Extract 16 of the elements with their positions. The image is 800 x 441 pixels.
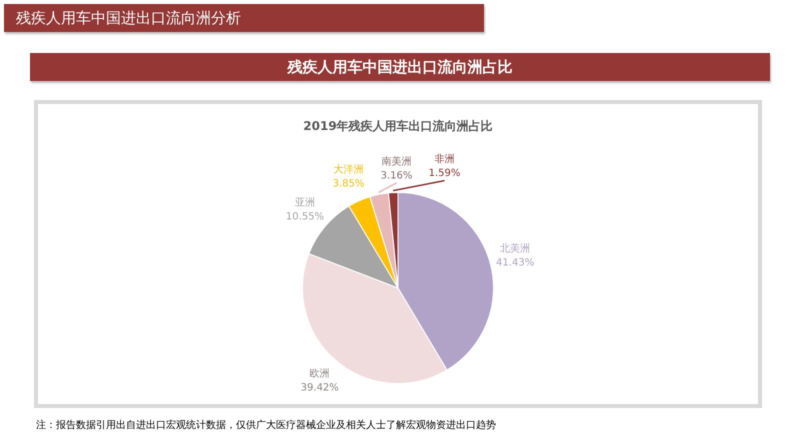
slice-label: 南美洲	[382, 155, 412, 168]
data-label: 39.42%	[300, 382, 339, 394]
text: 注：报告数据引用出自进出口宏观统计数据，仅供广大医疗器械企业及相关人士了解宏观物资进出口趋势	[36, 418, 496, 432]
slice-label: 非洲	[434, 153, 455, 166]
slice-label: 大洋洲	[334, 164, 364, 176]
data-label: 1.59%	[428, 168, 460, 180]
data-label: 41.43%	[496, 257, 534, 268]
chart-title: 2019年残疾人用车出口流向洲占比	[302, 118, 494, 135]
data-label: 10.55%	[286, 211, 324, 222]
slice-label: 亚洲	[294, 196, 315, 208]
data-label: 3.16%	[380, 170, 412, 182]
chart-subtitle: 残疾人用车中国进出口流向洲占比	[30, 53, 770, 81]
slice-label: 欧洲	[310, 368, 330, 380]
text: 残疾人用车中国进出口流向洲分析	[4, 4, 484, 32]
slice-label: 北美洲	[500, 242, 530, 254]
data-label: 3.85%	[332, 178, 364, 190]
